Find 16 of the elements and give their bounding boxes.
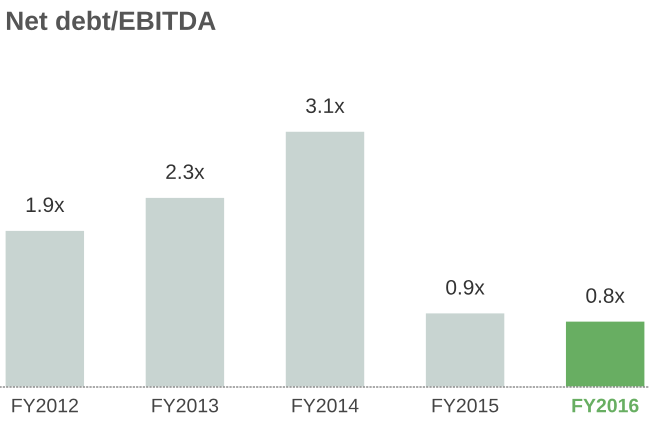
bar	[284, 130, 366, 387]
bar	[4, 229, 86, 387]
chart-title: Net debt/EBITDA	[6, 10, 216, 30]
data-label: 3.1x	[306, 98, 344, 114]
data-label: 0.8x	[586, 288, 625, 303]
data-label: 0.9x	[446, 280, 485, 295]
x-tick-label: FY2016	[572, 398, 639, 412]
bar	[144, 196, 226, 387]
data-label: 1.9x	[26, 197, 64, 212]
x-tick-label: FY2015	[432, 398, 498, 412]
x-tick-label: FY2014	[292, 398, 358, 412]
x-tick-label: FY2012	[12, 398, 78, 412]
x-tick-label: FY2013	[152, 398, 218, 412]
bar	[564, 320, 646, 387]
bar	[424, 312, 506, 387]
data-label: 2.3x	[166, 164, 204, 180]
